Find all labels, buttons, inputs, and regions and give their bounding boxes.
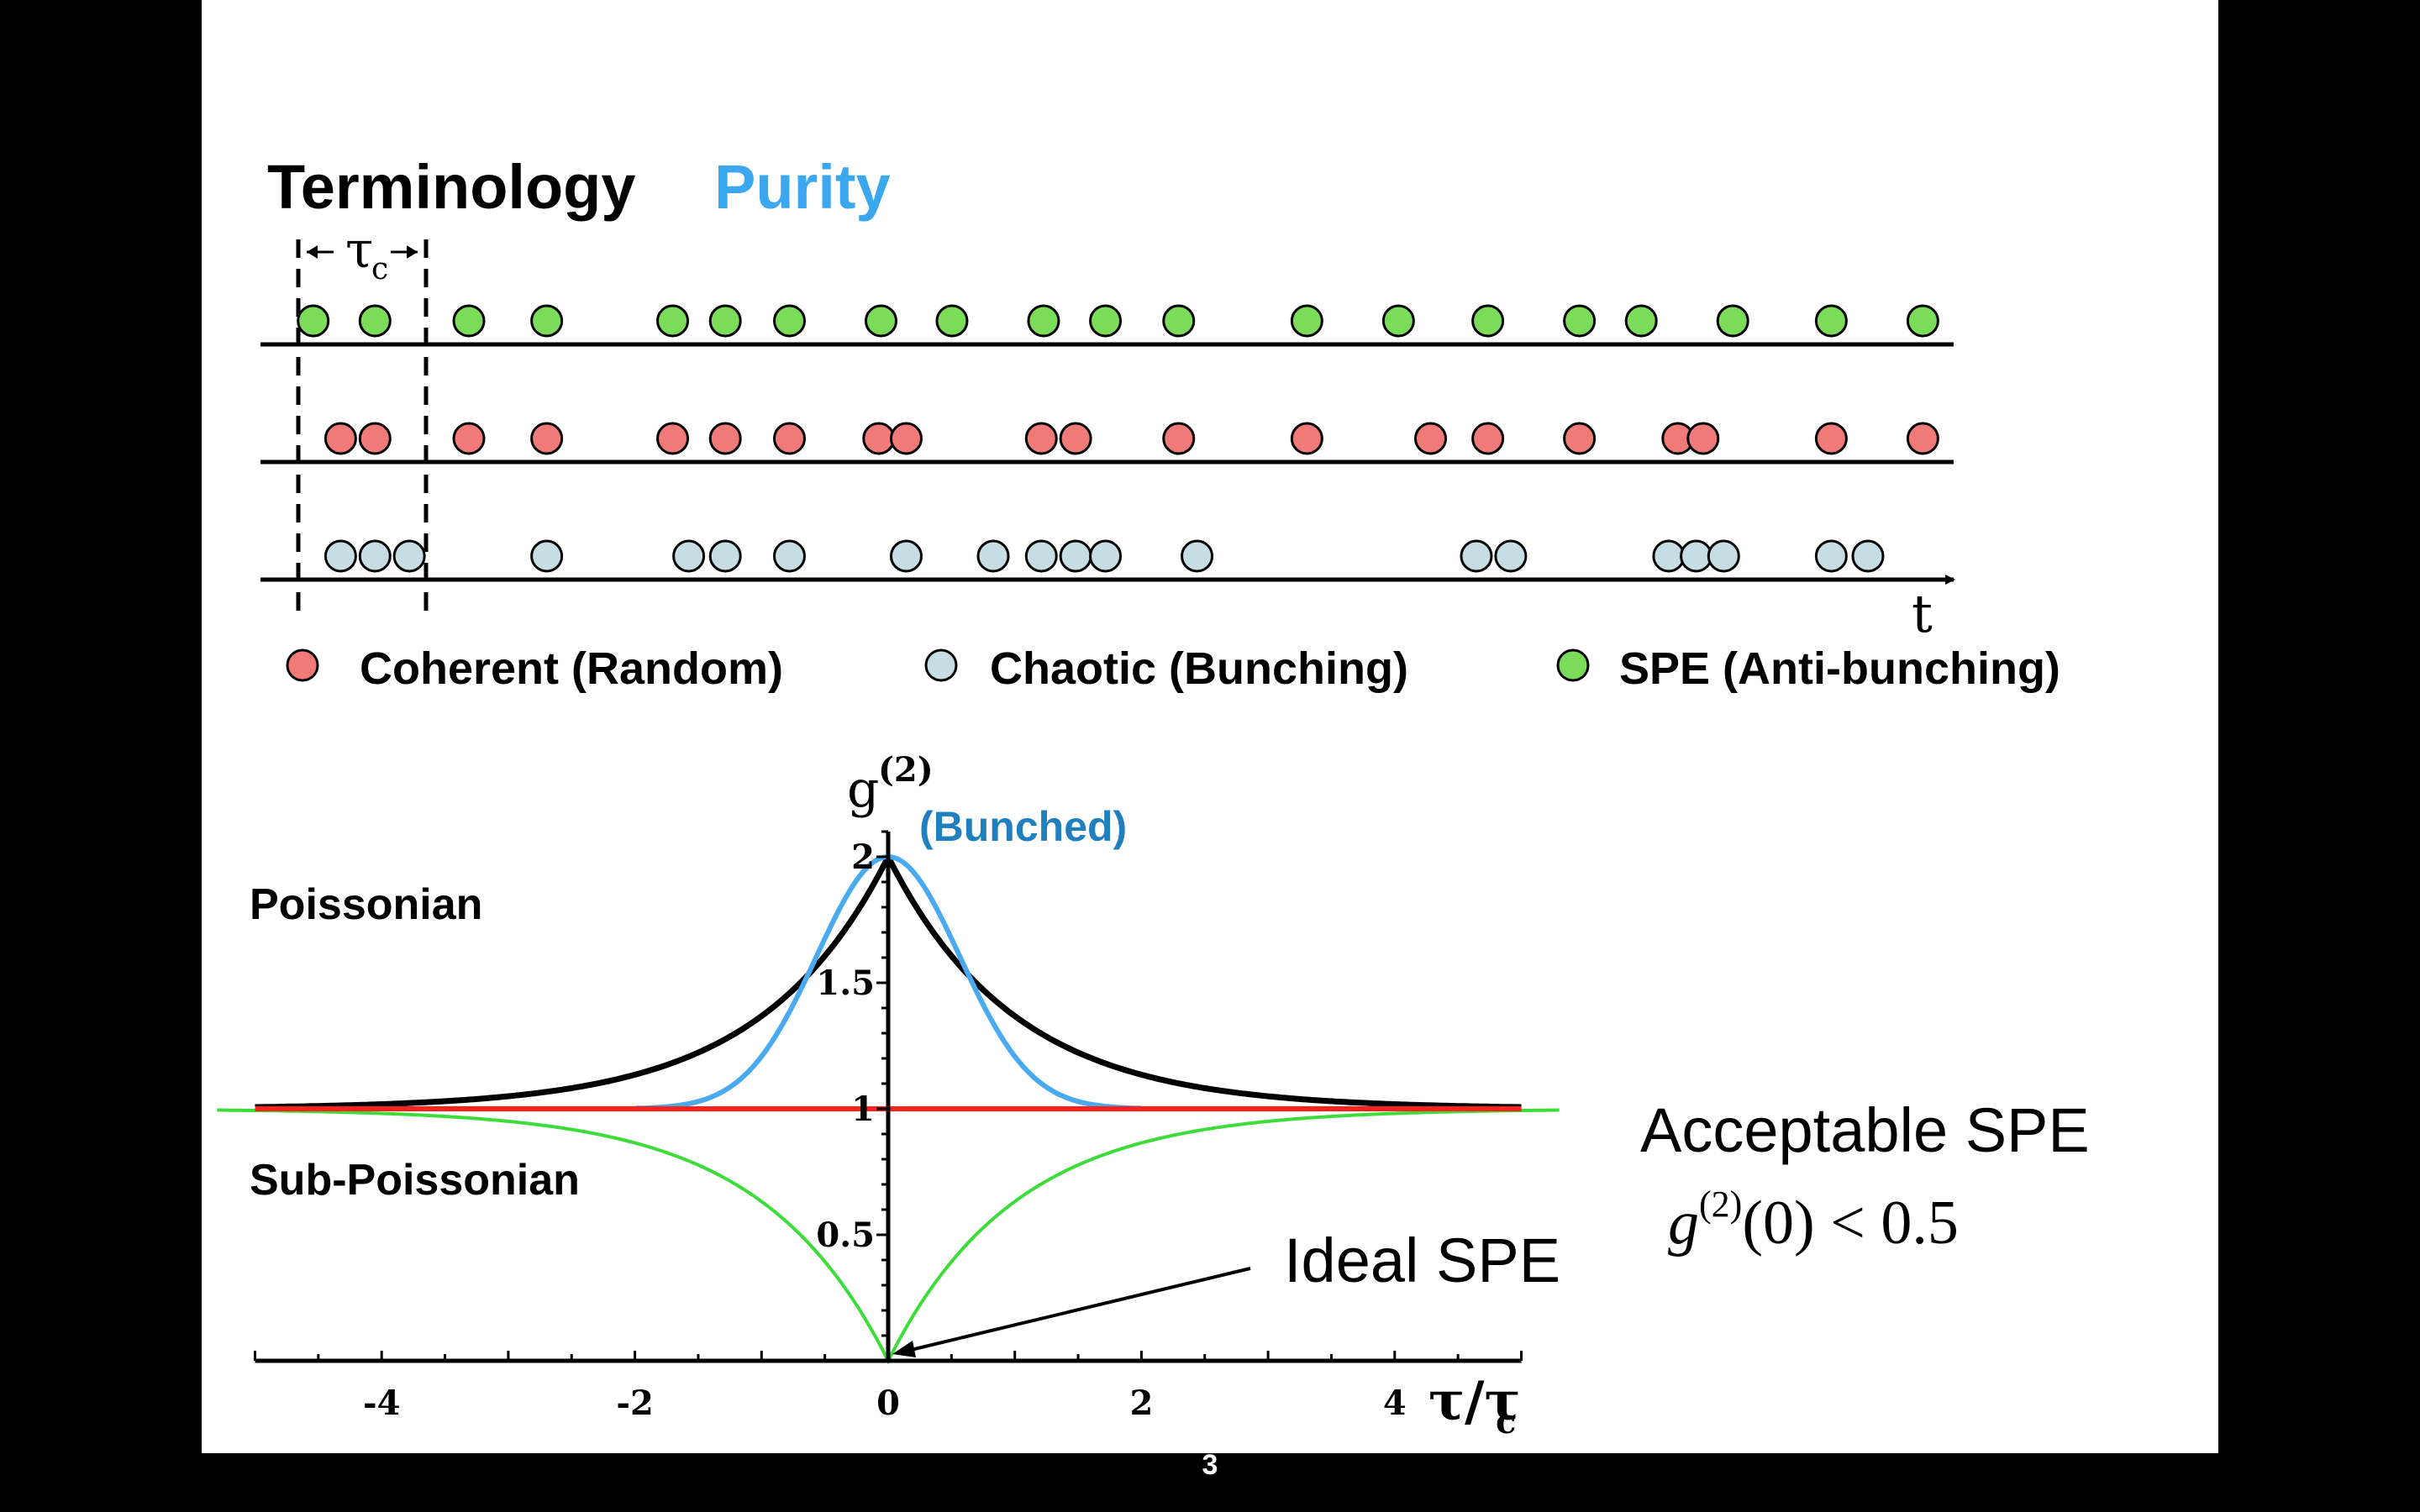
chaotic-photon: [1707, 539, 1740, 573]
legend-spe-marker: [1556, 648, 1590, 682]
coherent-photon: [452, 422, 486, 455]
x-tick-label: 0: [876, 1383, 900, 1423]
x-tick-label: 2: [1129, 1383, 1153, 1423]
coherent-photon: [1414, 422, 1447, 455]
slide-title: Terminology: [267, 152, 636, 222]
photon-timeline-diagram: τ c t: [260, 221, 1955, 638]
x-tick-label: 4: [1383, 1383, 1407, 1423]
x-axis-label-tau: τ/τ: [1428, 1370, 1521, 1433]
coherent-photon: [1024, 422, 1058, 455]
y-axis-label-superscript: (2): [878, 750, 934, 790]
legend-chaotic-marker: [924, 648, 958, 682]
sub-poissonian-label: Sub-Poissonian: [250, 1156, 580, 1205]
spe-photon: [1290, 304, 1323, 338]
spe-photon: [297, 304, 330, 338]
bunched-label: (Bunched): [919, 803, 1128, 850]
y-tick-label: 1.5: [816, 963, 875, 1003]
slide-subtitle: Purity: [714, 152, 891, 222]
legend-spe-label: SPE (Anti-bunching): [1619, 643, 2060, 694]
chaotic-photon: [1460, 539, 1493, 573]
coherent-photon: [358, 422, 392, 455]
spe-photon: [1471, 304, 1505, 338]
tau-label: τ: [345, 221, 373, 280]
spe-photon: [1381, 304, 1415, 338]
chaotic-photon: [1181, 539, 1214, 573]
coherent-photon: [773, 422, 806, 455]
chaotic-photon: [889, 539, 923, 573]
chaotic-photon: [1024, 539, 1058, 573]
coherent-photon: [656, 422, 690, 455]
legend-coherent-marker: [286, 648, 319, 682]
coherent-photon: [889, 422, 923, 455]
time-axis-label: t: [1912, 583, 1933, 638]
acceptable-spe-formula: g(2)(0) < 0.5: [1668, 1184, 1959, 1257]
coherent-photon: [1471, 422, 1505, 455]
coherent-photon: [1686, 422, 1720, 455]
y-axis-label-g: g: [847, 760, 879, 819]
x-tick-label: -4: [363, 1383, 400, 1423]
y-tick-label: 0.5: [816, 1215, 875, 1255]
chaotic-photon: [530, 539, 564, 573]
y-tick-label: 1: [851, 1089, 875, 1129]
acceptable-spe-label: Acceptable SPE: [1640, 1095, 2090, 1165]
spe-photon: [1089, 304, 1123, 338]
page-number: 3: [1202, 1449, 1218, 1481]
ideal-spe-label: Ideal SPE: [1284, 1226, 1561, 1295]
chaotic-photon: [392, 539, 426, 573]
x-axis-label-subscript: c: [1496, 1402, 1516, 1441]
chaotic-photon: [324, 539, 357, 573]
spe-photon: [1716, 304, 1749, 338]
spe-photon: [1162, 304, 1196, 338]
tau-subscript: c: [371, 252, 388, 286]
y-tick-label: 2: [851, 837, 875, 877]
spe-photon: [656, 304, 690, 338]
spe-photon: [865, 304, 897, 338]
coherent-photon: [1162, 422, 1196, 455]
coherent-photon: [1563, 422, 1597, 455]
ideal-spe-pointer-line: [907, 1267, 1251, 1352]
spe-photon: [1563, 304, 1597, 338]
chaotic-photon: [1814, 539, 1848, 573]
spe-photon: [358, 304, 392, 338]
chaotic-photon: [672, 539, 706, 573]
spe-photon: [935, 304, 969, 338]
coherent-photon: [1906, 422, 1939, 455]
coherent-photon: [324, 422, 357, 455]
spe-photon: [773, 304, 806, 338]
legend-chaotic-label: Chaotic (Bunching): [990, 643, 1408, 694]
coherent-photon: [530, 422, 564, 455]
x-tick-label: -2: [616, 1383, 653, 1423]
coherent-photon: [1059, 422, 1092, 455]
chaotic-photon: [708, 539, 742, 573]
g2-correlation-chart: -4 -2 0 2 4 0.5 1 1.5 2 g (2) τ/τ c: [217, 750, 1560, 1441]
slide: [202, 0, 2218, 1453]
spe-photon: [1027, 304, 1060, 338]
photon-events: [297, 304, 1939, 573]
chaotic-photon: [773, 539, 806, 573]
coherent-photon: [1814, 422, 1848, 455]
chaotic-photon: [1851, 539, 1885, 573]
spe-photon: [1906, 304, 1939, 338]
chaotic-photon: [1089, 539, 1123, 573]
ideal-spe-pointer-head: [892, 1341, 916, 1357]
chaotic-photon: [976, 539, 1010, 573]
spe-photon: [1814, 304, 1848, 338]
chaotic-photon: [1494, 539, 1528, 573]
spe-photon: [708, 304, 742, 338]
spe-photon: [452, 304, 486, 338]
chart-ticks: -4 -2 0 2 4 0.5 1 1.5 2: [254, 830, 1523, 1423]
chaotic-photon: [358, 539, 392, 573]
coherent-photon: [1290, 422, 1323, 455]
poissonian-label: Poissonian: [250, 880, 483, 929]
coherent-photon: [708, 422, 742, 455]
spe-photon: [530, 304, 564, 338]
legend-coherent-label: Coherent (Random): [360, 643, 783, 694]
spe-photon: [1624, 304, 1658, 338]
